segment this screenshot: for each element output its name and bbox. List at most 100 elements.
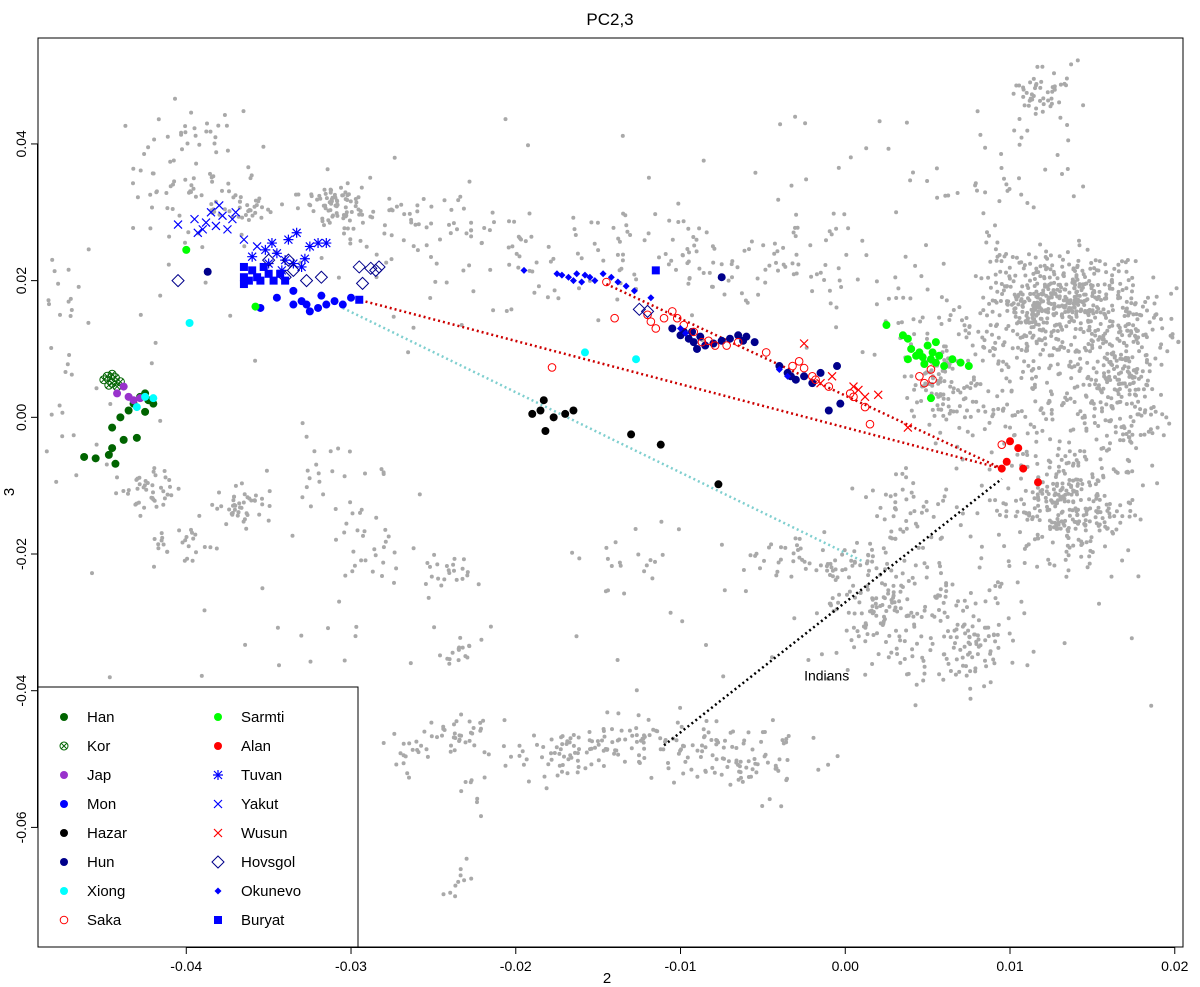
reference-point	[445, 656, 450, 661]
reference-point	[1116, 382, 1121, 387]
reference-point	[1118, 520, 1123, 525]
reference-point	[1057, 304, 1062, 309]
reference-point	[1164, 415, 1169, 420]
reference-point	[1028, 422, 1033, 427]
reference-point	[1160, 326, 1165, 331]
reference-point	[1019, 409, 1024, 414]
reference-point	[666, 766, 671, 771]
reference-point	[469, 220, 474, 225]
reference-point	[1119, 394, 1124, 399]
reference-point	[1109, 404, 1114, 408]
point-okunevo	[578, 278, 586, 286]
reference-point	[1078, 326, 1083, 331]
reference-point	[1005, 299, 1009, 304]
reference-point	[463, 654, 468, 659]
reference-point	[908, 178, 913, 183]
reference-point	[344, 521, 349, 526]
reference-point	[327, 220, 332, 225]
reference-point	[342, 530, 347, 535]
reference-point	[939, 322, 944, 326]
reference-point	[681, 771, 686, 776]
reference-point	[1041, 102, 1046, 107]
reference-point	[1013, 413, 1017, 418]
reference-point	[1107, 324, 1112, 329]
point-okunevo	[569, 277, 577, 285]
point-hovsgol	[632, 302, 647, 317]
reference-point	[260, 496, 264, 501]
reference-point	[615, 738, 620, 743]
reference-point	[199, 673, 204, 678]
point-saka	[710, 341, 720, 350]
reference-point	[1120, 558, 1125, 563]
reference-point	[463, 780, 468, 784]
reference-point	[694, 249, 699, 254]
reference-point	[138, 312, 143, 317]
point-okunevo	[622, 282, 630, 290]
reference-point	[883, 550, 888, 555]
reference-point	[680, 619, 685, 624]
point-hazar	[536, 406, 545, 415]
reference-point	[475, 800, 479, 805]
reference-point	[1050, 417, 1055, 422]
reference-point	[233, 483, 238, 488]
reference-point	[450, 650, 455, 655]
point-buryat	[259, 262, 268, 271]
reference-point	[709, 738, 714, 742]
reference-point	[975, 188, 979, 193]
point-sarmti	[907, 344, 916, 353]
reference-point	[1075, 289, 1080, 294]
reference-point	[1061, 274, 1066, 279]
reference-point	[1075, 362, 1080, 367]
reference-point	[827, 288, 832, 293]
y-axis-label: 3	[1, 488, 18, 496]
reference-point	[711, 260, 716, 265]
reference-point	[870, 554, 875, 559]
point-hovsgol	[355, 276, 370, 291]
reference-point	[351, 226, 356, 231]
point-hun	[800, 372, 809, 381]
reference-point	[1028, 278, 1032, 283]
reference-point	[881, 546, 886, 551]
reference-point	[755, 276, 760, 281]
reference-point	[1072, 335, 1077, 340]
reference-point	[568, 736, 573, 741]
reference-point	[1082, 449, 1087, 454]
reference-point	[1062, 523, 1067, 528]
point-mon	[338, 300, 347, 309]
reference-point	[1007, 187, 1012, 191]
reference-point	[1078, 309, 1083, 314]
reference-point	[988, 680, 993, 685]
reference-point	[863, 639, 868, 644]
reference-point	[435, 735, 439, 740]
reference-point	[415, 209, 420, 214]
reference-point	[996, 335, 1001, 340]
x-tick-label: -0.02	[500, 958, 532, 974]
reference-point	[1019, 135, 1024, 140]
reference-point	[1081, 382, 1086, 387]
reference-point	[1159, 392, 1163, 397]
reference-point	[1102, 493, 1107, 498]
reference-point	[922, 561, 927, 566]
reference-point	[1069, 62, 1074, 67]
reference-point	[229, 511, 234, 516]
reference-point	[572, 227, 577, 232]
reference-point	[633, 527, 638, 531]
point-mon	[322, 300, 331, 309]
reference-point	[1103, 544, 1107, 549]
reference-point	[852, 549, 857, 554]
reference-point	[1056, 337, 1061, 342]
reference-point	[348, 237, 353, 242]
reference-point	[290, 533, 295, 538]
reference-point	[239, 505, 244, 510]
reference-point	[1137, 349, 1142, 354]
reference-point	[749, 774, 753, 779]
reference-point	[1131, 283, 1135, 288]
legend-label-hazar: Hazar	[87, 825, 127, 842]
reference-point	[997, 199, 1002, 204]
point-saka	[610, 313, 619, 323]
reference-point	[994, 324, 998, 328]
reference-point	[726, 759, 731, 764]
reference-point	[763, 280, 768, 285]
legend-item-sarmti: Sarmti	[214, 709, 284, 726]
reference-point	[954, 466, 959, 471]
